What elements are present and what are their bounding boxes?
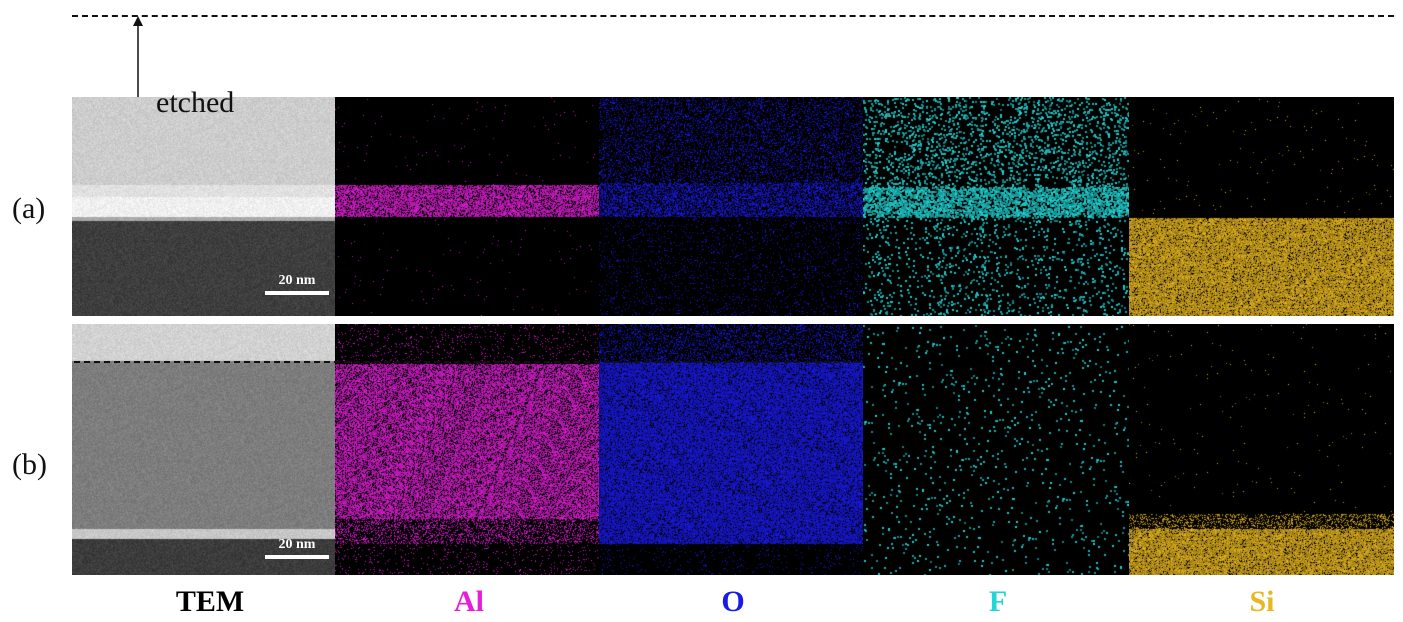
column-label-al: Al	[454, 585, 484, 618]
panel-a-o	[599, 97, 863, 316]
column-label-tem: TEM	[175, 585, 245, 618]
panel-a-tem	[72, 97, 335, 316]
scale-bar-a: 20 nm	[265, 273, 329, 295]
panel-a-al	[335, 97, 599, 316]
column-label-o: O	[721, 585, 745, 618]
original-surface-dashed-line	[72, 15, 1394, 17]
scale-bar-b-label: 20 nm	[278, 537, 316, 552]
row-label-a: (a)	[12, 192, 46, 225]
interface-dashed-line	[74, 361, 860, 363]
column-label-f: F	[988, 585, 1008, 618]
panel-b-f	[863, 324, 1129, 575]
panel-a-f	[863, 97, 1129, 316]
panel-b-al	[335, 324, 599, 575]
panel-b-si	[1129, 324, 1394, 575]
row-label-b: (b)	[12, 448, 47, 481]
scale-bar-b: 20 nm	[265, 537, 329, 559]
etched-label: etched	[156, 86, 235, 119]
panel-b-o	[599, 324, 863, 575]
column-label-si: Si	[1249, 585, 1275, 618]
panel-a-si	[1129, 97, 1394, 316]
scale-bar-a-label: 20 nm	[278, 273, 316, 288]
panel-b-tem	[72, 324, 335, 575]
